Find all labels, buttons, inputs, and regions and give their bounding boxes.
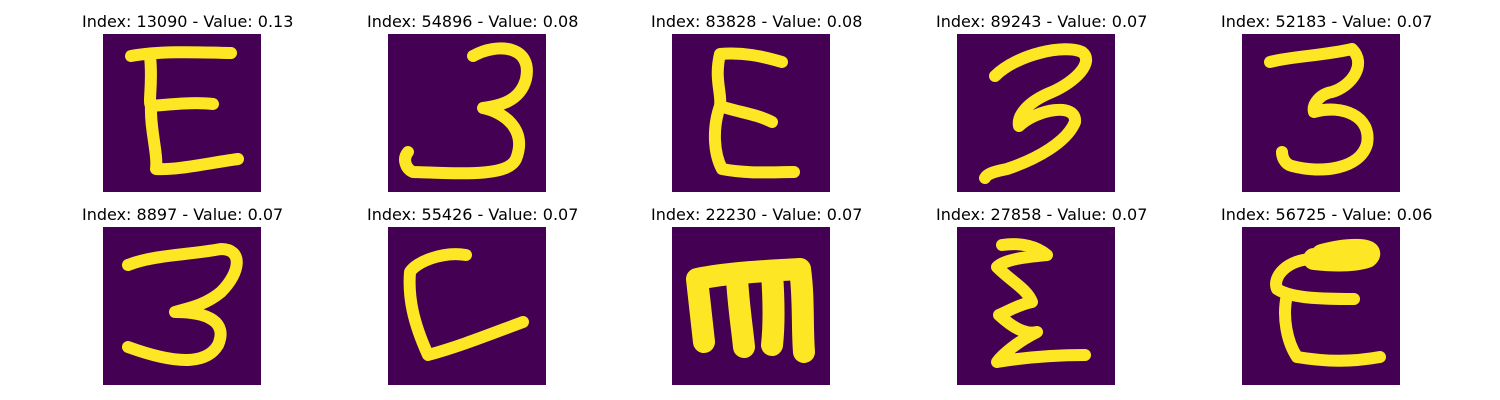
digit-image bbox=[672, 34, 830, 192]
panel-title: Index: 22230 - Value: 0.07 bbox=[651, 205, 851, 225]
panel-3: Index: 83828 - Value: 0.08 bbox=[651, 12, 851, 202]
panel-5: Index: 52183 - Value: 0.07 bbox=[1221, 12, 1421, 202]
digit-image bbox=[957, 34, 1115, 192]
digit-image bbox=[103, 227, 261, 385]
panel-1: Index: 13090 - Value: 0.13 bbox=[82, 12, 282, 202]
panel-title: Index: 55426 - Value: 0.07 bbox=[367, 205, 567, 225]
digit-image bbox=[957, 227, 1115, 385]
panel-title: Index: 27858 - Value: 0.07 bbox=[936, 205, 1136, 225]
panel-title: Index: 54896 - Value: 0.08 bbox=[367, 12, 567, 32]
panel-title: Index: 52183 - Value: 0.07 bbox=[1221, 12, 1421, 32]
panel-title: Index: 13090 - Value: 0.13 bbox=[82, 12, 282, 32]
panel-title: Index: 8897 - Value: 0.07 bbox=[82, 205, 282, 225]
digit-image bbox=[672, 227, 830, 385]
digit-image bbox=[1242, 227, 1400, 385]
panel-2: Index: 54896 - Value: 0.08 bbox=[367, 12, 567, 202]
panel-title: Index: 56725 - Value: 0.06 bbox=[1221, 205, 1421, 225]
panel-4: Index: 89243 - Value: 0.07 bbox=[936, 12, 1136, 202]
panel-6: Index: 8897 - Value: 0.07 bbox=[82, 205, 282, 395]
digit-image bbox=[1242, 34, 1400, 192]
panel-9: Index: 27858 - Value: 0.07 bbox=[936, 205, 1136, 395]
digit-image bbox=[388, 34, 546, 192]
panel-title: Index: 83828 - Value: 0.08 bbox=[651, 12, 851, 32]
panel-8: Index: 22230 - Value: 0.07 bbox=[651, 205, 851, 395]
panel-7: Index: 55426 - Value: 0.07 bbox=[367, 205, 567, 395]
panel-title: Index: 89243 - Value: 0.07 bbox=[936, 12, 1136, 32]
panel-10: Index: 56725 - Value: 0.06 bbox=[1221, 205, 1421, 395]
digit-image bbox=[388, 227, 546, 385]
digit-image bbox=[103, 34, 261, 192]
